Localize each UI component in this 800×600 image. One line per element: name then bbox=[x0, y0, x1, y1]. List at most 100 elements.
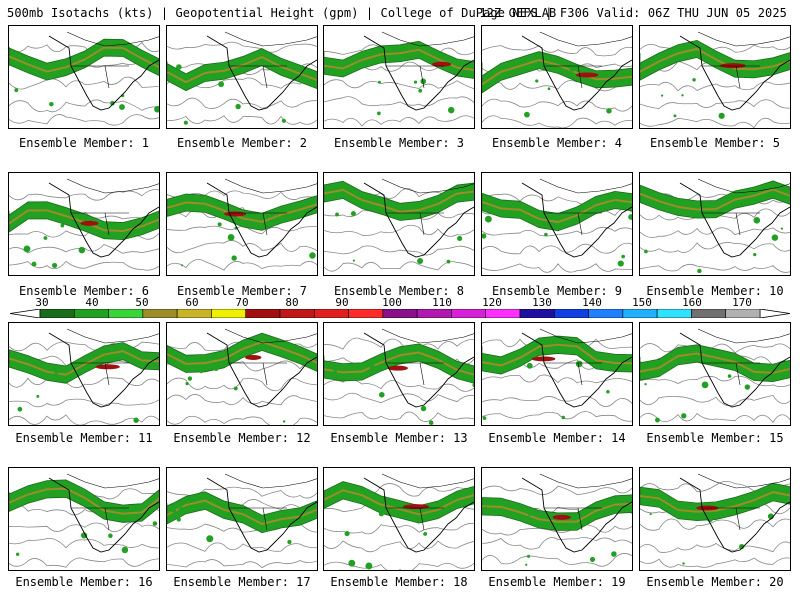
map-canvas bbox=[324, 31, 474, 127]
map-canvas bbox=[482, 328, 632, 422]
isotach-cell bbox=[528, 514, 531, 517]
ensemble-member-label: Ensemble Member: 9 bbox=[491, 284, 623, 298]
height-contour bbox=[324, 79, 474, 90]
political-borders bbox=[381, 473, 474, 531]
height-contour bbox=[482, 524, 632, 536]
isotach-cell bbox=[309, 252, 316, 259]
isotach-cell bbox=[718, 112, 725, 119]
height-contour bbox=[167, 41, 317, 53]
jet-isotach-band bbox=[640, 180, 790, 219]
height-contour bbox=[9, 244, 159, 254]
colorbar-swatch bbox=[108, 309, 144, 318]
isotach-cell bbox=[200, 370, 203, 374]
colorbar-tick-label: 160 bbox=[682, 296, 702, 309]
isotach-cell bbox=[110, 100, 115, 106]
height-contour bbox=[9, 114, 159, 126]
isotach-cell bbox=[482, 506, 489, 513]
coastline bbox=[48, 35, 159, 111]
colorbar-swatch bbox=[73, 309, 109, 318]
isotach-cell bbox=[121, 546, 129, 554]
isotach-cell bbox=[482, 416, 487, 420]
isotach-cell bbox=[344, 530, 350, 537]
height-contour bbox=[640, 192, 790, 205]
coastline bbox=[679, 182, 790, 258]
ensemble-member-label: Ensemble Member: 19 bbox=[488, 575, 626, 589]
isotach-cell bbox=[628, 214, 632, 220]
height-contour bbox=[640, 242, 790, 253]
isotach-cell bbox=[753, 252, 757, 257]
isotach-cell bbox=[45, 367, 49, 370]
isotach-cell bbox=[31, 261, 37, 267]
ensemble-map-panel bbox=[8, 172, 160, 276]
isotach-cell bbox=[681, 94, 684, 97]
isotach-cell bbox=[526, 362, 533, 369]
political-borders bbox=[381, 178, 474, 236]
political-borders bbox=[66, 328, 159, 386]
political-borders bbox=[697, 473, 790, 531]
jet-core bbox=[640, 188, 790, 211]
height-contour bbox=[324, 96, 474, 107]
ensemble-member-label: Ensemble Member: 1 bbox=[18, 136, 150, 150]
height-contour bbox=[640, 412, 790, 424]
isotach-cell bbox=[16, 552, 20, 556]
isotach-cell bbox=[333, 369, 337, 373]
ensemble-member-label: Ensemble Member: 8 bbox=[333, 284, 465, 298]
isotach-cell bbox=[176, 64, 182, 70]
isotach-cell bbox=[606, 108, 612, 114]
isotach-cell bbox=[113, 514, 118, 518]
colorbar-swatch bbox=[382, 309, 418, 318]
title-valid-time: 12Z GEFS | F306 Valid: 06Z THU JUN 05 20… bbox=[479, 6, 787, 20]
isotach-cell bbox=[154, 105, 159, 113]
ensemble-map-panel bbox=[8, 322, 160, 426]
colorbar-tick-label: 80 bbox=[285, 296, 299, 309]
jet-max bbox=[432, 61, 452, 67]
isotach-cell bbox=[428, 420, 434, 425]
ensemble-map-panel bbox=[166, 172, 318, 276]
height-contour bbox=[482, 226, 632, 237]
colorbar-tick-label: 110 bbox=[432, 296, 452, 309]
political-borders bbox=[224, 328, 317, 386]
isotach-cell bbox=[611, 551, 617, 557]
jet-core bbox=[9, 487, 159, 515]
height-contour bbox=[640, 541, 790, 553]
height-contour bbox=[482, 411, 632, 422]
ensemble-member-label: Ensemble Member: 20 bbox=[646, 575, 784, 589]
map-canvas bbox=[482, 31, 632, 128]
height-contour bbox=[167, 559, 317, 569]
ensemble-member-label: Ensemble Member: 2 bbox=[176, 136, 308, 150]
jet-core bbox=[640, 352, 790, 374]
height-contour bbox=[482, 485, 632, 496]
ensemble-map-panel bbox=[8, 467, 160, 571]
isotach-cell bbox=[535, 79, 539, 83]
ensemble-map-panel bbox=[481, 172, 633, 276]
colorbar-high-arrow bbox=[759, 309, 790, 318]
colorbar-tick-labels: 30 40 50 60 70 80 90 100 110 120 130 140 150 160 170 bbox=[10, 296, 790, 309]
isotach-cell bbox=[420, 405, 427, 412]
height-contour bbox=[640, 375, 790, 388]
isotach-cell bbox=[524, 111, 530, 118]
coastline bbox=[679, 332, 790, 408]
height-contour bbox=[640, 263, 790, 273]
colorbar-tick-label: 120 bbox=[482, 296, 502, 309]
isotach-cell bbox=[611, 367, 614, 370]
jet-core bbox=[640, 491, 790, 513]
jet-core bbox=[167, 55, 317, 84]
jet-core bbox=[324, 489, 474, 516]
isotach-cell bbox=[569, 65, 576, 72]
jet-max bbox=[387, 365, 408, 371]
ensemble-map-panel bbox=[481, 467, 633, 571]
height-contour bbox=[9, 76, 159, 90]
isotach-cell bbox=[544, 232, 548, 237]
colorbar-swatch bbox=[451, 309, 487, 318]
map-canvas bbox=[9, 473, 159, 568]
ensemble-member-label: Ensemble Member: 16 bbox=[15, 575, 153, 589]
ensemble-map-panel bbox=[166, 25, 318, 129]
height-contour bbox=[482, 44, 632, 57]
isotach-cell bbox=[14, 88, 19, 93]
jet-max bbox=[552, 514, 571, 520]
ensemble-member-label: Ensemble Member: 13 bbox=[330, 431, 468, 445]
height-contour bbox=[9, 99, 159, 113]
coastline bbox=[48, 332, 159, 408]
jet-isotach-band bbox=[640, 482, 790, 521]
ensemble-member-label: Ensemble Member: 11 bbox=[15, 431, 153, 445]
